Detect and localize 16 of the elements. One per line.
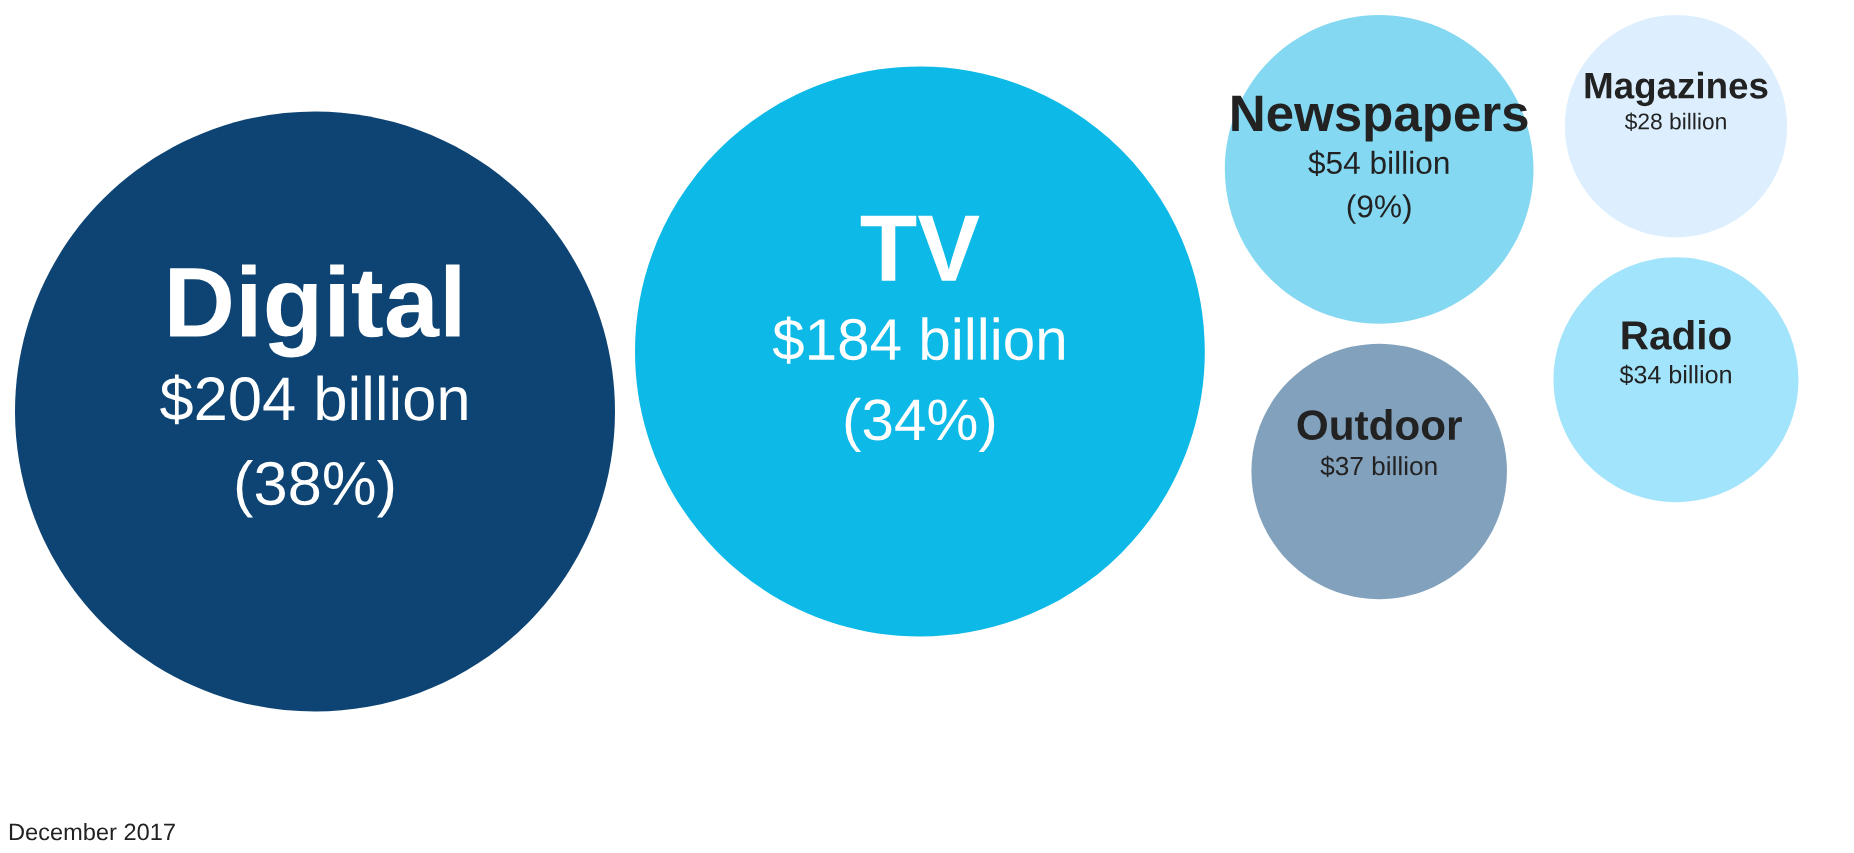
data-label: $37 billion xyxy=(1320,455,1437,477)
data-label: $54 billion xyxy=(1308,150,1449,176)
text: (38%) xyxy=(236,460,394,518)
category-label: Newspapers xyxy=(1232,95,1528,142)
data-label: $204 billion xyxy=(160,374,467,425)
category-label: Outdoor xyxy=(1297,409,1462,441)
text: December 2017 xyxy=(9,822,175,841)
category-label: TV xyxy=(860,215,980,281)
data-label: $184 billion xyxy=(772,316,1064,364)
category-label: Magazines xyxy=(1585,71,1768,107)
text: (9%) xyxy=(1347,194,1411,224)
text: (34%) xyxy=(845,397,995,453)
category-label: Digital xyxy=(170,264,460,358)
data-label: $28 billion xyxy=(1624,112,1726,131)
category-label: Radio xyxy=(1622,319,1731,350)
data-label: $34 billion xyxy=(1619,364,1731,385)
